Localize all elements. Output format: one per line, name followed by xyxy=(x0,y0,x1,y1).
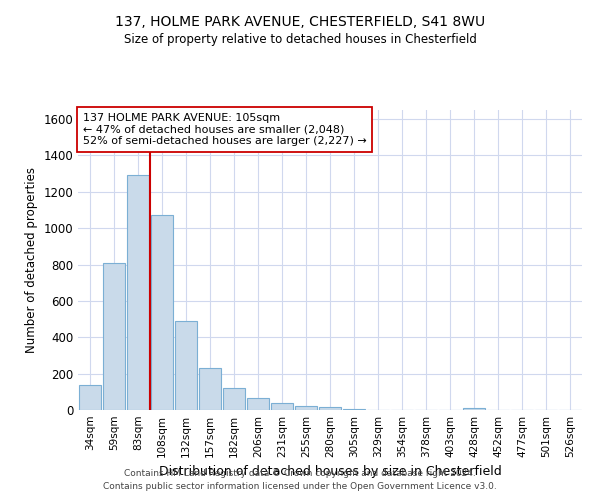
Text: 137 HOLME PARK AVENUE: 105sqm
← 47% of detached houses are smaller (2,048)
52% o: 137 HOLME PARK AVENUE: 105sqm ← 47% of d… xyxy=(83,113,367,146)
Text: Contains HM Land Registry data © Crown copyright and database right 2024.: Contains HM Land Registry data © Crown c… xyxy=(124,468,476,477)
Bar xyxy=(151,214,173,410)
Y-axis label: Number of detached properties: Number of detached properties xyxy=(25,167,38,353)
Bar xyxy=(223,388,245,410)
X-axis label: Distribution of detached houses by size in Chesterfield: Distribution of detached houses by size … xyxy=(158,466,502,478)
Text: 137, HOLME PARK AVENUE, CHESTERFIELD, S41 8WU: 137, HOLME PARK AVENUE, CHESTERFIELD, S4… xyxy=(115,15,485,29)
Bar xyxy=(199,368,221,410)
Bar xyxy=(127,174,149,410)
Bar xyxy=(463,408,485,410)
Bar xyxy=(175,321,197,410)
Bar xyxy=(319,408,341,410)
Bar xyxy=(343,409,365,410)
Bar xyxy=(271,403,293,410)
Text: Contains public sector information licensed under the Open Government Licence v3: Contains public sector information licen… xyxy=(103,482,497,491)
Bar xyxy=(103,262,125,410)
Bar xyxy=(247,398,269,410)
Text: Size of property relative to detached houses in Chesterfield: Size of property relative to detached ho… xyxy=(124,32,476,46)
Bar xyxy=(295,406,317,410)
Bar xyxy=(79,386,101,410)
